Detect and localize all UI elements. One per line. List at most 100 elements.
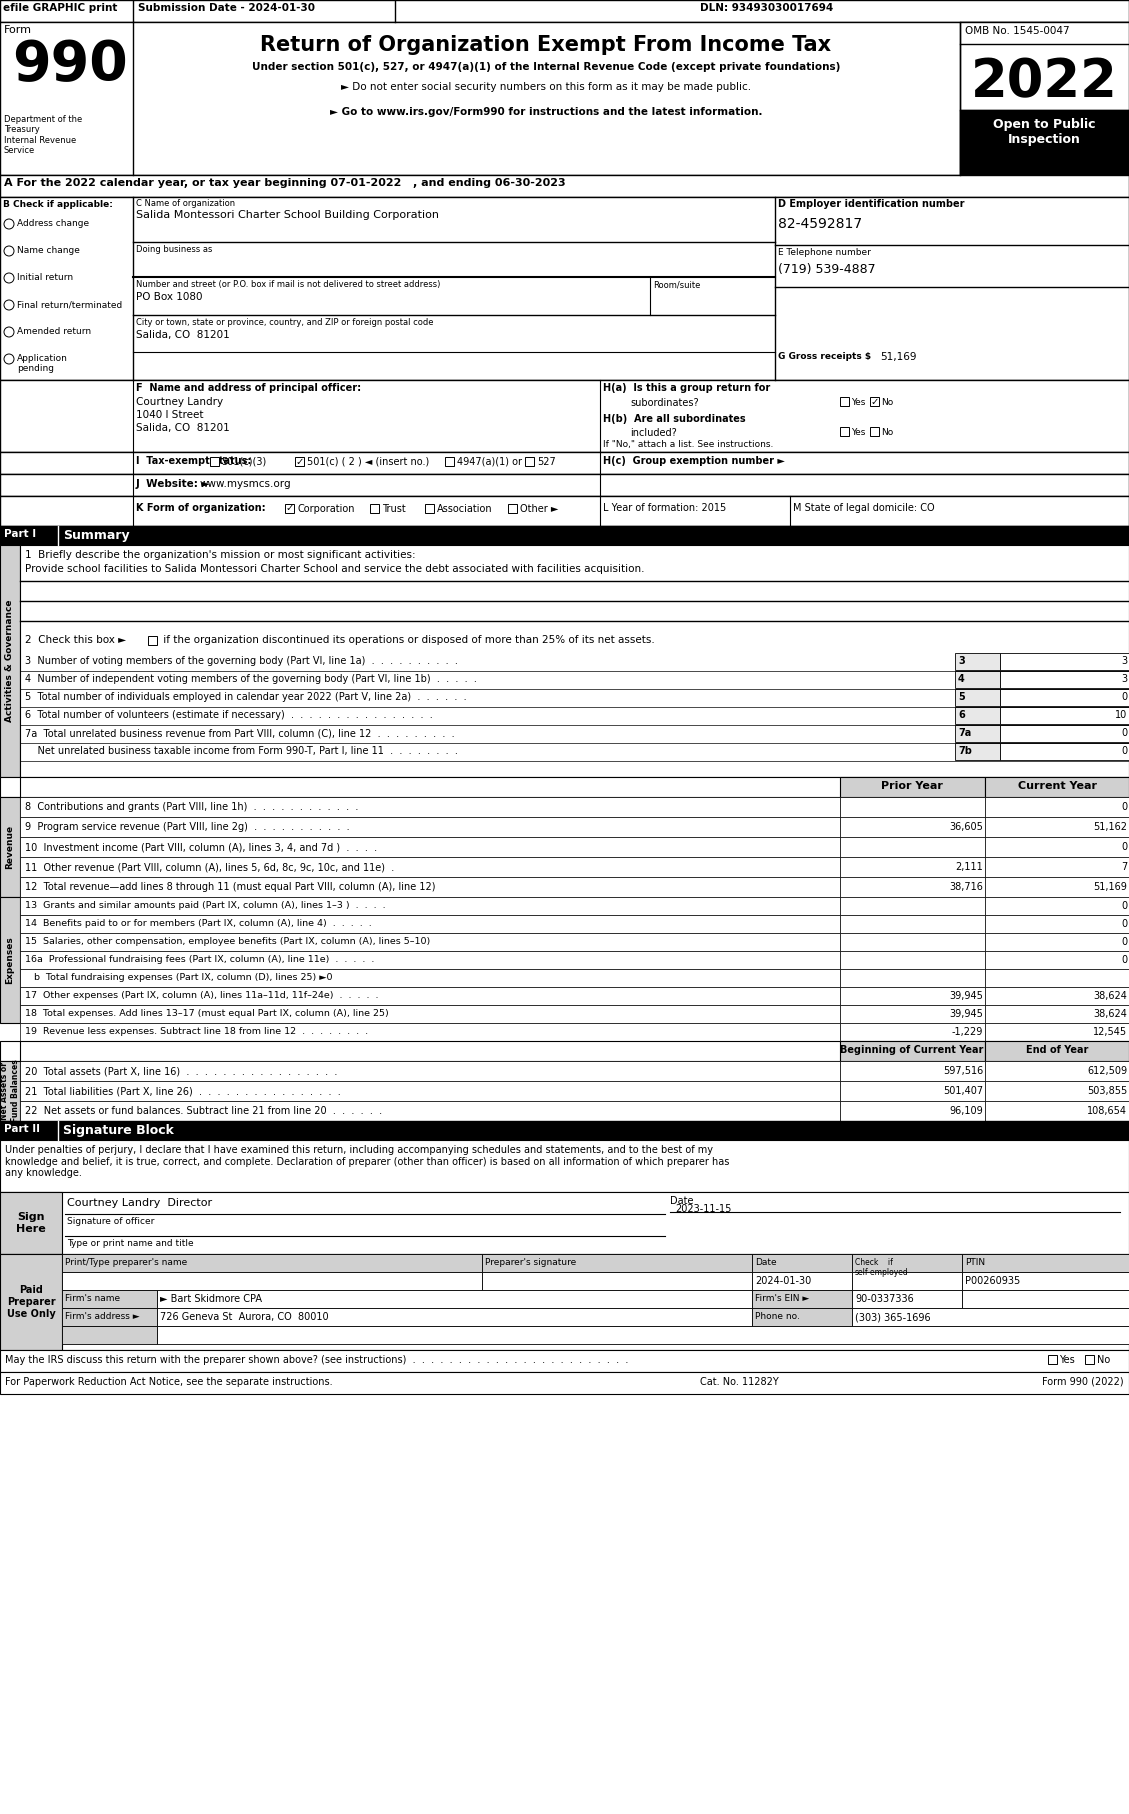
Text: Salida, CO  81201: Salida, CO 81201 [135,330,229,339]
Bar [62,1326,157,1344]
Text: Other ►: Other ► [520,504,559,513]
Bar [840,951,984,969]
Bar [0,22,1129,174]
Text: 2  Check this box ►: 2 Check this box ► [25,635,126,646]
Bar [425,504,434,513]
Text: Preparer's signature: Preparer's signature [485,1257,576,1266]
Text: 51,169: 51,169 [1093,882,1127,892]
Bar [840,776,984,796]
Text: Activities & Governance: Activities & Governance [6,600,15,722]
Text: Expenses: Expenses [6,936,15,983]
Bar [984,1041,1129,1061]
Bar [482,1253,752,1272]
Bar [0,452,1129,473]
Text: Salida Montessori Charter School Building Corporation: Salida Montessori Charter School Buildin… [135,210,439,219]
Bar [0,1350,1129,1371]
Bar [984,1101,1129,1121]
Bar [870,426,879,435]
Bar [20,969,840,987]
Bar [984,796,1129,816]
Text: 12  Total revenue—add lines 8 through 11 (must equal Part VIII, column (A), line: 12 Total revenue—add lines 8 through 11 … [25,882,436,892]
Text: 527: 527 [537,457,555,466]
Text: Under penalties of perjury, I declare that I have examined this return, includin: Under penalties of perjury, I declare th… [5,1145,729,1179]
Text: -1,229: -1,229 [952,1027,983,1038]
Text: Form 990 (2022): Form 990 (2022) [1042,1377,1124,1388]
Text: Open to Public
Inspection: Open to Public Inspection [992,118,1095,145]
Text: Paid
Preparer
Use Only: Paid Preparer Use Only [7,1286,55,1319]
Text: 5  Total number of individuals employed in calendar year 2022 (Part V, line 2a) : 5 Total number of individuals employed i… [25,691,466,702]
Text: Phone no.: Phone no. [755,1312,799,1321]
Bar [840,1081,984,1101]
Text: 4947(a)(1) or: 4947(a)(1) or [457,457,522,466]
Text: 2024-01-30: 2024-01-30 [755,1275,812,1286]
Text: 0: 0 [1121,902,1127,911]
Text: D Employer identification number: D Employer identification number [778,200,964,209]
Text: 501(c) ( 2 ) ◄ (insert no.): 501(c) ( 2 ) ◄ (insert no.) [307,457,429,466]
Text: Form: Form [5,25,32,34]
Text: 2022: 2022 [971,56,1118,109]
Text: 0: 0 [1121,920,1127,929]
Text: ► Go to www.irs.gov/Form990 for instructions and the latest information.: ► Go to www.irs.gov/Form990 for instruct… [330,107,762,116]
Bar [20,1061,840,1081]
Text: ► Bart Skidmore CPA: ► Bart Skidmore CPA [160,1293,262,1304]
Text: 38,716: 38,716 [949,882,983,892]
Text: 16a  Professional fundraising fees (Part IX, column (A), line 11e)  .  .  .  .  : 16a Professional fundraising fees (Part … [25,954,375,963]
Bar [955,689,1000,706]
Bar [960,111,1129,174]
Bar [962,1253,1129,1272]
Bar [210,457,219,466]
Text: 2023-11-15: 2023-11-15 [675,1204,732,1214]
Text: Provide school facilities to Salida Montessori Charter School and service the de: Provide school facilities to Salida Mont… [25,564,645,573]
Bar [955,726,1000,742]
Bar [955,653,1000,669]
Text: K Form of organization:: K Form of organization: [135,502,265,513]
Text: 501,407: 501,407 [943,1087,983,1096]
Bar [0,1192,1129,1253]
Text: Name change: Name change [17,247,80,256]
Text: DLN: 93493030017694: DLN: 93493030017694 [700,4,833,13]
Bar [752,1253,852,1272]
Text: End of Year: End of Year [1026,1045,1088,1056]
Text: 501(c)(3): 501(c)(3) [221,457,266,466]
Text: 990: 990 [12,38,128,93]
Bar [984,932,1129,951]
Bar [1000,707,1129,724]
Text: Current Year: Current Year [1017,782,1096,791]
Bar [0,198,1129,379]
Bar [20,951,840,969]
Bar [482,1272,752,1290]
Text: May the IRS discuss this return with the preparer shown above? (see instructions: May the IRS discuss this return with the… [5,1355,629,1364]
Bar [840,876,984,896]
Text: H(c)  Group exemption number ►: H(c) Group exemption number ► [603,455,785,466]
Bar [984,1081,1129,1101]
Text: Association: Association [437,504,492,513]
Text: ✓: ✓ [296,457,304,466]
Bar [0,1371,1129,1393]
Text: Submission Date - 2024-01-30: Submission Date - 2024-01-30 [138,4,315,13]
Bar [0,1121,1129,1139]
Bar [0,1192,62,1253]
Text: 108,654: 108,654 [1087,1107,1127,1116]
Bar [0,1253,62,1350]
Bar [508,504,517,513]
Bar [0,896,20,1023]
Bar [840,914,984,932]
Text: 96,109: 96,109 [949,1107,983,1116]
Bar [840,987,984,1005]
Text: 4  Number of independent voting members of the governing body (Part VI, line 1b): 4 Number of independent voting members o… [25,675,476,684]
Bar [852,1308,1129,1326]
Bar [1000,726,1129,742]
Text: G Gross receipts $: G Gross receipts $ [778,352,872,361]
Text: I  Tax-exempt status:: I Tax-exempt status: [135,455,252,466]
Bar [984,914,1129,932]
Text: 3: 3 [959,657,965,666]
Bar [20,1081,840,1101]
Text: if the organization discontinued its operations or disposed of more than 25% of : if the organization discontinued its ope… [160,635,655,646]
Text: 51,169: 51,169 [879,352,917,363]
Bar [1000,653,1129,669]
Bar [840,397,849,406]
Bar [840,1005,984,1023]
Text: Corporation: Corporation [297,504,355,513]
Text: P00260935: P00260935 [965,1275,1021,1286]
Text: H(b)  Are all subordinates: H(b) Are all subordinates [603,414,745,424]
